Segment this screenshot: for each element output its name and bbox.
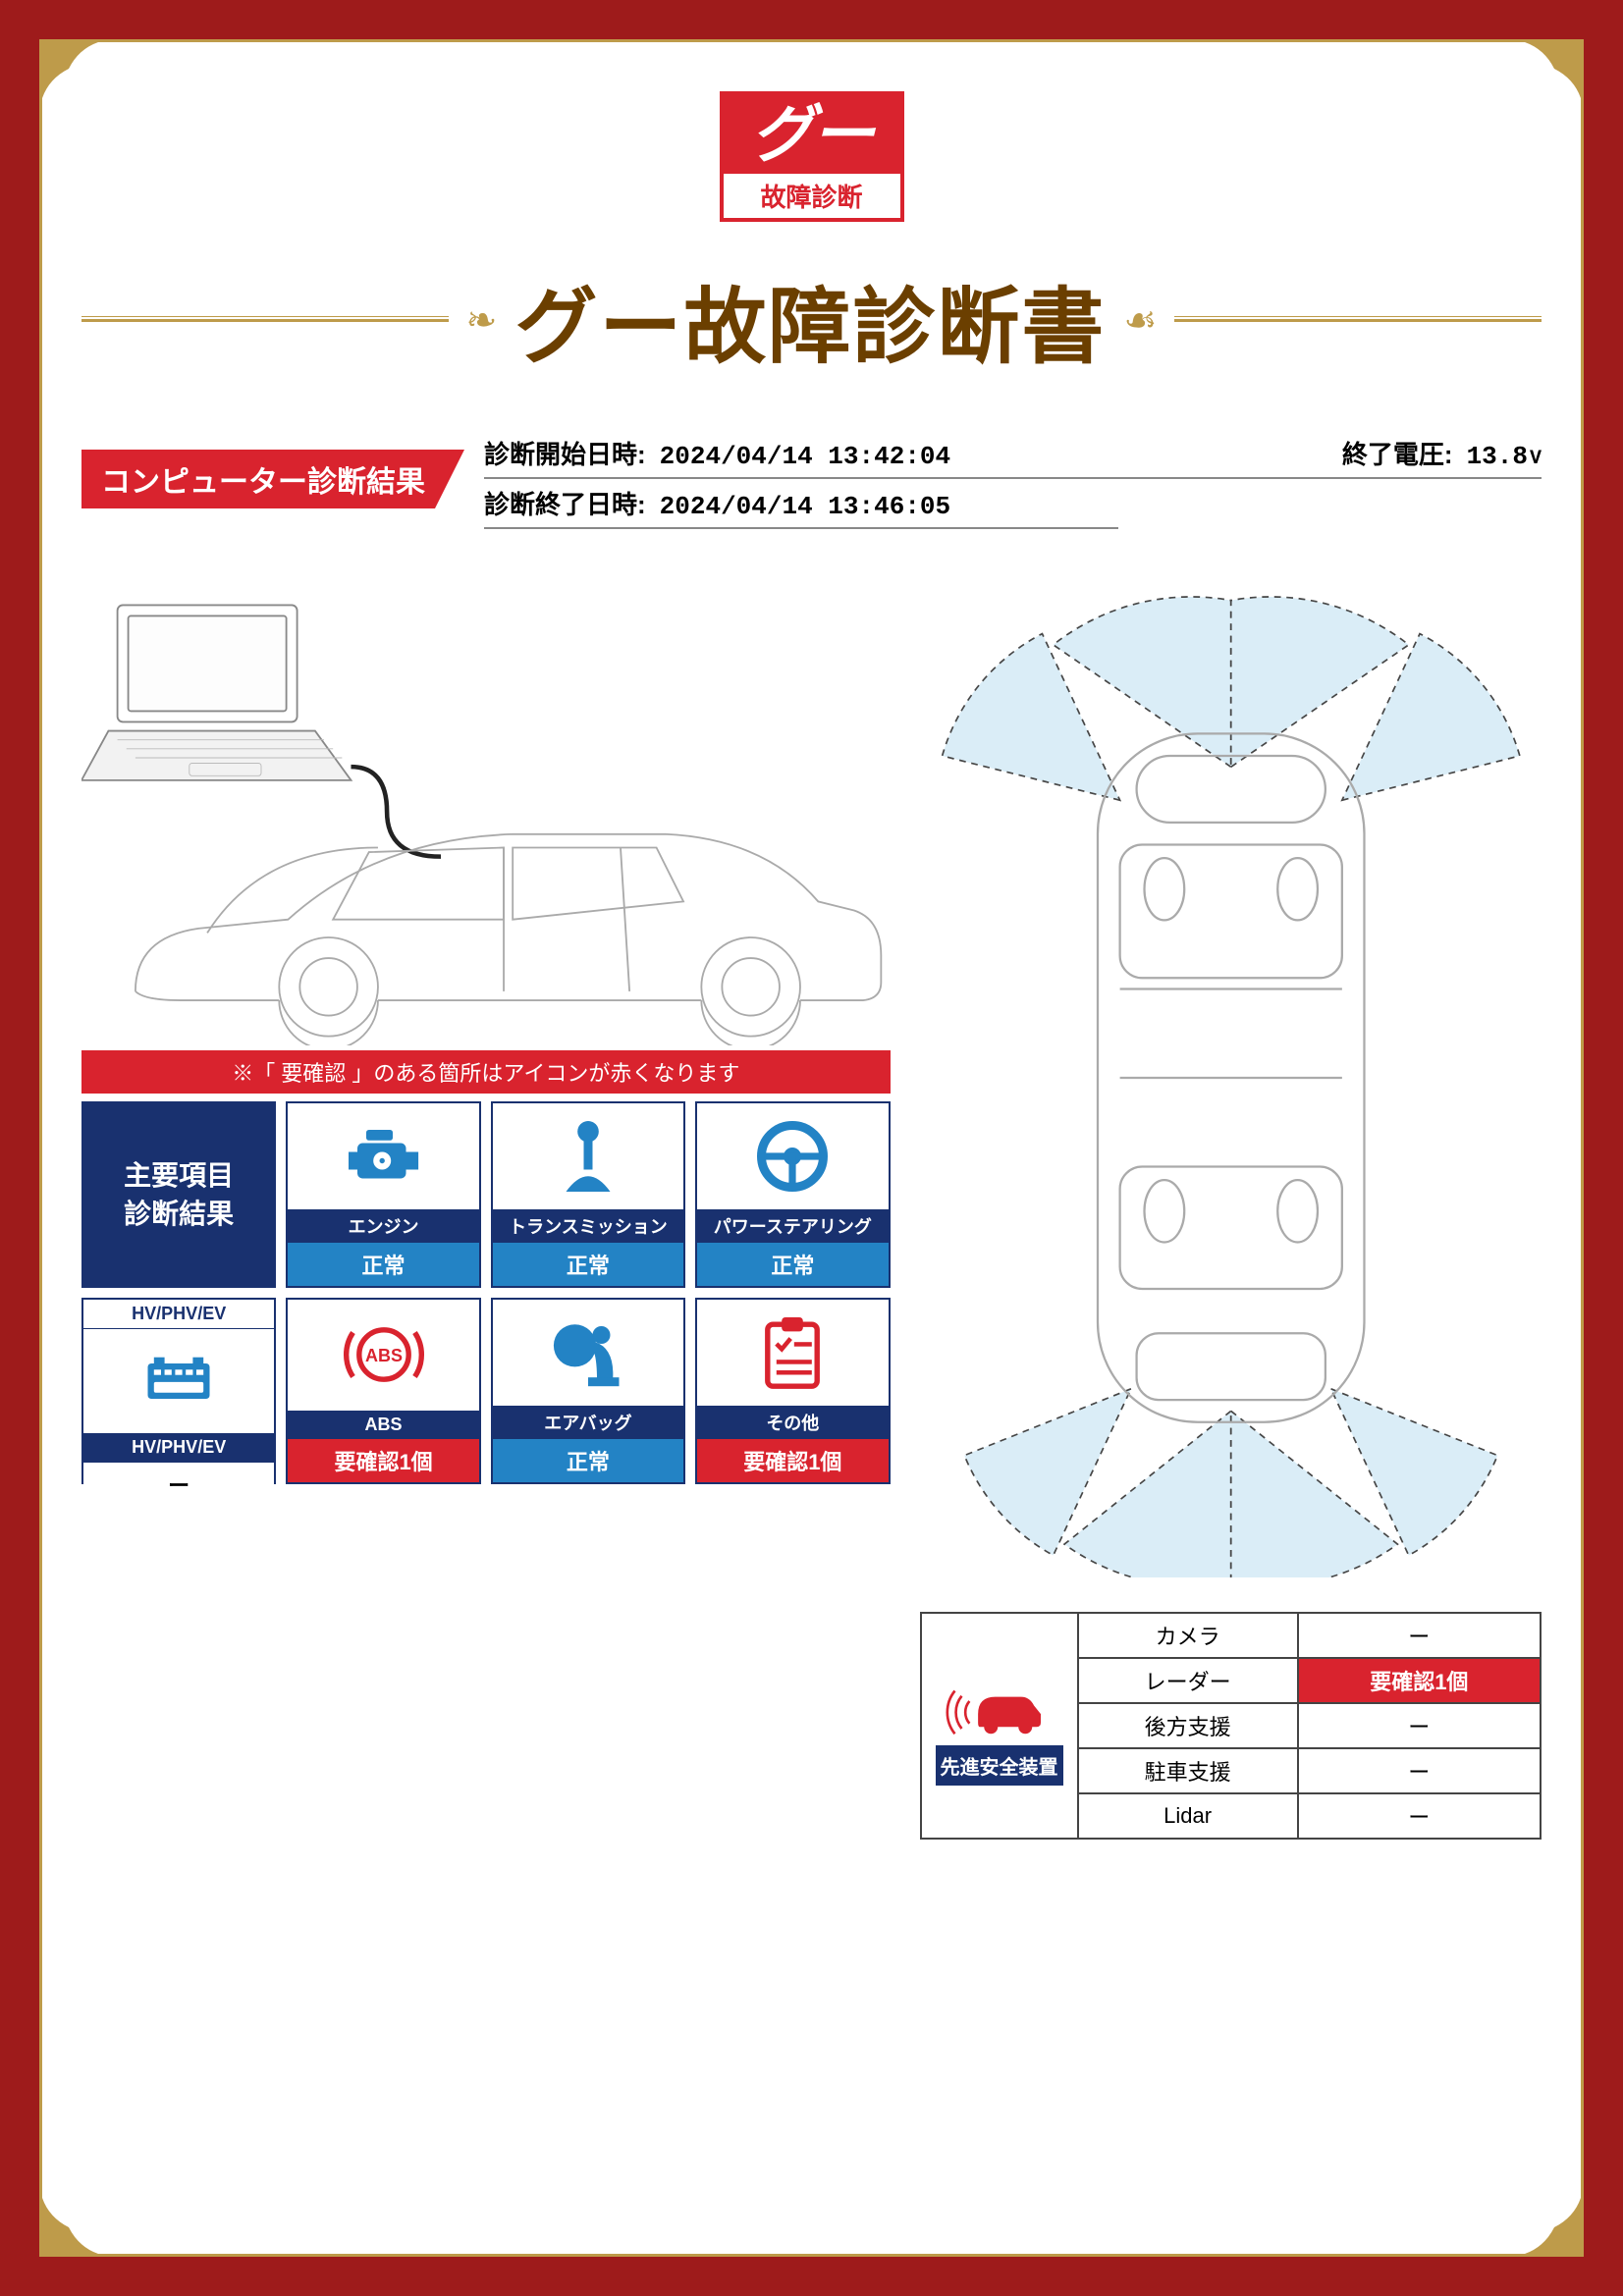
voltage-unit: V: [1530, 448, 1542, 470]
car-sensor-icon: [946, 1667, 1054, 1735]
voltage-label: 終了電圧:: [1342, 435, 1453, 471]
airbag-icon: [493, 1300, 683, 1406]
item-label: エアバッグ: [493, 1406, 683, 1439]
end-value: 2024/04/14 13:46:05: [660, 492, 950, 521]
flourish-icon: ❧: [466, 298, 498, 343]
item-label: パワーステアリング: [697, 1209, 888, 1243]
car-top-icon: [920, 578, 1542, 1577]
item-powersteering: パワーステアリング 正常: [695, 1101, 890, 1288]
section-ribbon: コンピューター診断結果: [81, 450, 464, 508]
item-engine: エンジン 正常: [286, 1101, 480, 1288]
logo-subtitle: 故障診断: [724, 174, 900, 218]
title-rule-right: [1174, 319, 1542, 322]
meta-line-start: 診断開始日時: 2024/04/14 13:42:04 終了電圧: 13.8V: [484, 429, 1542, 479]
safety-value: ー: [1298, 1613, 1541, 1658]
safety-label: カメラ: [1078, 1613, 1298, 1658]
safety-header: 先進安全装置: [936, 1745, 1063, 1786]
flourish-icon: ☙: [1123, 298, 1157, 343]
title-rule-left: [81, 319, 449, 322]
hv-top-label: HV/PHV/EV: [83, 1300, 274, 1329]
car-side-diagram: ※「 要確認 」のある箇所はアイコンが赤くなります 主要項目 診断結果 エンジン…: [81, 578, 891, 1840]
corner-ornament-icon: [1505, 2178, 1584, 2257]
safety-label: 後方支援: [1078, 1703, 1298, 1748]
icon-grid: 主要項目 診断結果 エンジン 正常 トランスミッション: [81, 1101, 891, 1484]
item-status: 正常: [493, 1243, 683, 1286]
item-status: 要確認1個: [288, 1439, 478, 1482]
item-label: ABS: [288, 1411, 478, 1439]
safety-label: 駐車支援: [1078, 1748, 1298, 1793]
grid-header-text: 主要項目 診断結果: [124, 1156, 234, 1233]
logo-box: グー 故障診断: [720, 91, 904, 222]
corner-ornament-icon: [39, 39, 118, 118]
item-label: エンジン: [288, 1209, 478, 1243]
item-other: その他 要確認1個: [695, 1298, 890, 1484]
end-label: 診断終了日時:: [484, 485, 646, 521]
svg-text:ABS: ABS: [365, 1346, 403, 1365]
clipboard-icon: [697, 1300, 888, 1406]
corner-ornament-icon: [39, 2178, 118, 2257]
table-row: 先進安全装置 カメラ ー: [921, 1613, 1541, 1658]
meta-lines: 診断開始日時: 2024/04/14 13:42:04 終了電圧: 13.8V …: [484, 429, 1542, 529]
start-value: 2024/04/14 13:42:04: [660, 442, 950, 471]
safety-table: 先進安全装置 カメラ ー レーダー 要確認1個 後方支援 ー 駐車支援: [920, 1612, 1542, 1840]
logo-block: グー 故障診断: [81, 91, 1542, 222]
safety-label: Lidar: [1078, 1793, 1298, 1839]
section-header: コンピューター診断結果 診断開始日時: 2024/04/14 13:42:04 …: [81, 429, 1542, 529]
start-label: 診断開始日時:: [484, 435, 646, 471]
safety-value: ー: [1298, 1793, 1541, 1839]
car-top-diagram: 先進安全装置 カメラ ー レーダー 要確認1個 後方支援 ー 駐車支援: [920, 578, 1542, 1840]
safety-icon-cell: 先進安全装置: [921, 1613, 1078, 1839]
item-status: 要確認1個: [697, 1439, 888, 1482]
item-status: ー: [83, 1462, 274, 1506]
transmission-icon: [493, 1103, 683, 1209]
abs-icon: ABS: [288, 1300, 478, 1411]
page-title: グー故障診断書: [514, 261, 1106, 380]
title-row: ❧ グー故障診断書 ☙: [81, 261, 1542, 380]
voltage-number: 13.8: [1467, 442, 1528, 471]
safety-value: ー: [1298, 1748, 1541, 1793]
item-label: HV/PHV/EV: [83, 1433, 274, 1462]
item-status: 正常: [493, 1439, 683, 1482]
diagram-row: ※「 要確認 」のある箇所はアイコンが赤くなります 主要項目 診断結果 エンジン…: [81, 578, 1542, 1840]
logo-brand: グー: [724, 95, 900, 174]
item-status: 正常: [288, 1243, 478, 1286]
item-hvphvev: HV/PHV/EV HV/PHV/EV ー: [81, 1298, 276, 1484]
steering-icon: [697, 1103, 888, 1209]
corner-ornament-icon: [1505, 39, 1584, 118]
safety-value: 要確認1個: [1298, 1658, 1541, 1703]
item-status: 正常: [697, 1243, 888, 1286]
notice-bar: ※「 要確認 」のある箇所はアイコンが赤くなります: [81, 1050, 891, 1094]
item-label: トランスミッション: [493, 1209, 683, 1243]
item-label: その他: [697, 1406, 888, 1439]
voltage-value: 13.8V: [1467, 442, 1542, 471]
battery-icon: [83, 1329, 274, 1433]
item-abs: ABS ABS 要確認1個: [286, 1298, 480, 1484]
safety-label: レーダー: [1078, 1658, 1298, 1703]
inner-frame: グー 故障診断 ❧ グー故障診断書 ☙ コンピューター診断結果 診断開始日時: …: [39, 39, 1584, 2257]
engine-icon: [288, 1103, 478, 1209]
car-side-icon: [81, 578, 890, 1045]
meta-line-end: 診断終了日時: 2024/04/14 13:46:05: [484, 479, 1118, 529]
item-transmission: トランスミッション 正常: [491, 1101, 685, 1288]
grid-header-cell: 主要項目 診断結果: [81, 1101, 276, 1288]
item-airbag: エアバッグ 正常: [491, 1298, 685, 1484]
outer-frame: グー 故障診断 ❧ グー故障診断書 ☙ コンピューター診断結果 診断開始日時: …: [0, 0, 1623, 2296]
safety-value: ー: [1298, 1703, 1541, 1748]
